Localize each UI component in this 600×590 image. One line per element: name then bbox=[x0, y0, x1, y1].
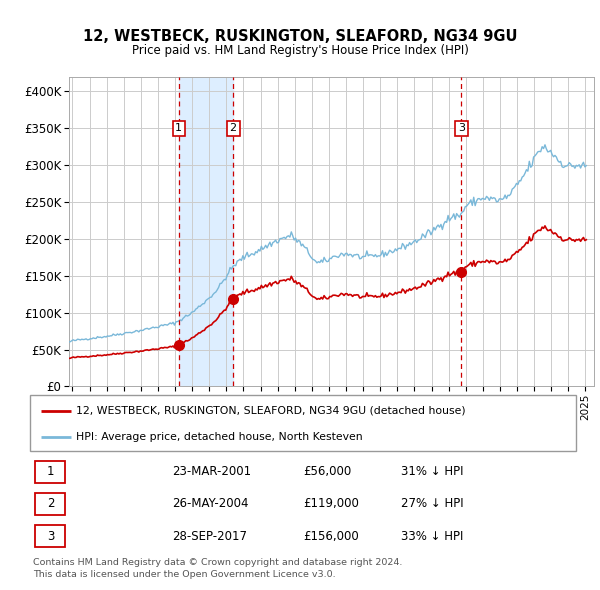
Text: 23-MAR-2001: 23-MAR-2001 bbox=[172, 466, 251, 478]
Text: 12, WESTBECK, RUSKINGTON, SLEAFORD, NG34 9GU (detached house): 12, WESTBECK, RUSKINGTON, SLEAFORD, NG34… bbox=[76, 406, 466, 416]
Text: £156,000: £156,000 bbox=[303, 530, 359, 543]
Bar bbox=[179, 77, 233, 386]
FancyBboxPatch shape bbox=[35, 461, 65, 483]
Text: 26-MAY-2004: 26-MAY-2004 bbox=[172, 497, 248, 510]
Text: £119,000: £119,000 bbox=[303, 497, 359, 510]
Text: This data is licensed under the Open Government Licence v3.0.: This data is licensed under the Open Gov… bbox=[33, 570, 335, 579]
Text: 2: 2 bbox=[230, 123, 237, 133]
Text: 3: 3 bbox=[47, 530, 54, 543]
FancyBboxPatch shape bbox=[30, 395, 576, 451]
Text: 33% ↓ HPI: 33% ↓ HPI bbox=[401, 530, 464, 543]
Text: Contains HM Land Registry data © Crown copyright and database right 2024.: Contains HM Land Registry data © Crown c… bbox=[33, 558, 403, 568]
Text: 2: 2 bbox=[47, 497, 54, 510]
FancyBboxPatch shape bbox=[35, 493, 65, 515]
Text: HPI: Average price, detached house, North Kesteven: HPI: Average price, detached house, Nort… bbox=[76, 432, 363, 442]
Text: 12, WESTBECK, RUSKINGTON, SLEAFORD, NG34 9GU: 12, WESTBECK, RUSKINGTON, SLEAFORD, NG34… bbox=[83, 29, 517, 44]
Text: 1: 1 bbox=[47, 466, 54, 478]
Text: 28-SEP-2017: 28-SEP-2017 bbox=[172, 530, 247, 543]
Text: £56,000: £56,000 bbox=[303, 466, 351, 478]
Text: 3: 3 bbox=[458, 123, 465, 133]
Text: 31% ↓ HPI: 31% ↓ HPI bbox=[401, 466, 464, 478]
Text: 27% ↓ HPI: 27% ↓ HPI bbox=[401, 497, 464, 510]
Text: Price paid vs. HM Land Registry's House Price Index (HPI): Price paid vs. HM Land Registry's House … bbox=[131, 44, 469, 57]
Text: 1: 1 bbox=[175, 123, 182, 133]
FancyBboxPatch shape bbox=[35, 525, 65, 548]
